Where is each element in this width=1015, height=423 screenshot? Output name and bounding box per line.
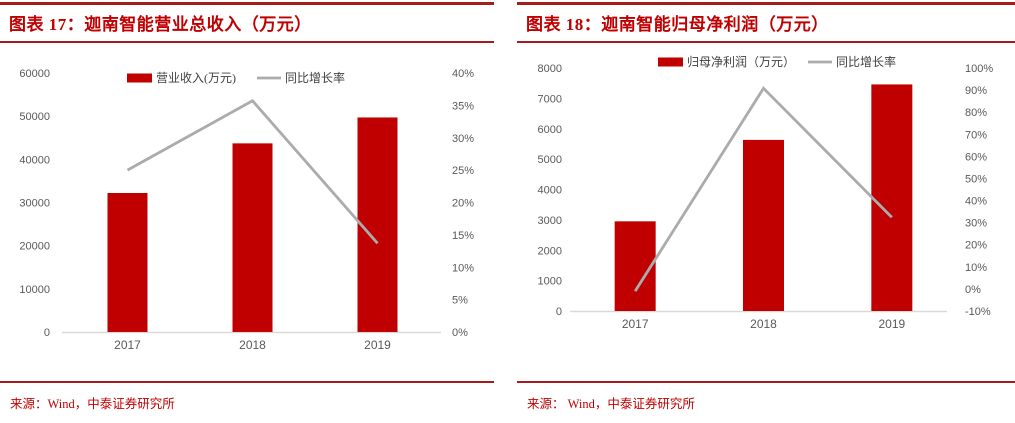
- net-profit-chart-svg: 0 1000 2000 3000 4000 5000 6000 7000 8000 -10% 0% 1…: [538, 54, 994, 331]
- figure-title-net-profit: 图表 18：迦南智能归母净利润（万元）: [517, 5, 1015, 43]
- category-label-2017: 2017: [114, 338, 141, 352]
- category-label-2019: 2019: [364, 338, 391, 352]
- y-axis-right-tick: 100%: [965, 63, 993, 75]
- y-axis-right-labels: -10% 0% 10% 20% 30% 40% 50% 60% 70% 80% 90% 100%: [965, 63, 993, 318]
- y-axis-left-tick: 50000: [19, 111, 50, 123]
- legend-bar-swatch: [658, 57, 683, 67]
- y-axis-left-tick: 40000: [19, 154, 50, 166]
- growth-line: [633, 86, 893, 292]
- y-axis-right-tick: 0%: [965, 284, 981, 296]
- legend-line-label: 同比增长率: [285, 70, 345, 85]
- y-axis-right-tick: 50%: [965, 173, 987, 185]
- y-axis-right-tick: 5%: [452, 295, 468, 307]
- y-axis-left-tick: 60000: [19, 68, 50, 80]
- legend-line-label: 同比增长率: [836, 54, 896, 69]
- y-axis-right-tick: 25%: [452, 165, 474, 177]
- y-axis-right-tick: -10%: [965, 306, 991, 318]
- bar-2018: [232, 143, 273, 332]
- net-profit-combo-chart: 0 1000 2000 3000 4000 5000 6000 7000 8000 -10% 0% 1…: [517, 43, 1015, 373]
- legend-bar-swatch: [127, 73, 152, 83]
- y-axis-right-tick: 30%: [965, 218, 987, 230]
- y-axis-right-tick: 10%: [452, 262, 474, 274]
- y-axis-right-labels: 0% 5% 10% 15% 20% 25% 30% 35% 40%: [452, 68, 474, 339]
- source-divider-rule: [0, 381, 494, 383]
- y-axis-right-tick: 35%: [452, 100, 474, 112]
- y-axis-left-tick: 8000: [538, 63, 562, 75]
- y-axis-left-labels: 0 1000 2000 3000 4000 5000 6000 7000 8000: [538, 63, 562, 318]
- y-axis-left-tick: 10000: [19, 284, 50, 296]
- figure-title-revenue: 图表 17：迦南智能营业总收入（万元）: [0, 5, 494, 43]
- y-axis-right-tick: 40%: [452, 68, 474, 80]
- y-axis-left-tick: 20000: [19, 241, 50, 253]
- y-axis-right-tick: 30%: [452, 133, 474, 145]
- panel-net-profit-figure: 图表 18：迦南智能归母净利润（万元） 0 1000 2000 3000 4000 500…: [517, 2, 1015, 412]
- y-axis-right-tick: 0%: [452, 327, 468, 339]
- y-axis-left-tick: 5000: [538, 154, 562, 166]
- bar-series: [614, 84, 913, 311]
- revenue-combo-chart: 0 10000 20000 30000 40000 50000 60000 0% 5% 10% 15…: [0, 43, 494, 373]
- y-axis-left-tick: 6000: [538, 124, 562, 136]
- bar-series: [107, 117, 398, 332]
- category-label-2018: 2018: [750, 317, 777, 331]
- source-note-revenue: 来源：Wind，中泰证券研究所: [10, 397, 175, 411]
- y-axis-left-tick: 1000: [538, 276, 562, 288]
- title-top-rule: [0, 2, 494, 5]
- chart-legend: 营业收入(万元) 同比增长率: [127, 70, 345, 85]
- bar-2019: [871, 84, 913, 311]
- y-axis-left-tick: 30000: [19, 198, 50, 210]
- y-axis-left-tick: 3000: [538, 215, 562, 227]
- bar-2017: [614, 221, 656, 311]
- report-figures-row: 图表 17：迦南智能营业总收入（万元） 0 10000 20000 30000 4000…: [0, 2, 1015, 412]
- y-axis-right-tick: 90%: [965, 85, 987, 97]
- bar-2019: [357, 117, 398, 332]
- legend-bar-label: 营业收入(万元): [156, 71, 236, 85]
- y-axis-left-tick: 4000: [538, 185, 562, 197]
- y-axis-right-tick: 20%: [965, 240, 987, 252]
- growth-line: [126, 99, 379, 245]
- x-axis-category-labels: 2017 2018 2019: [622, 317, 906, 331]
- category-label-2019: 2019: [878, 317, 905, 331]
- x-axis-category-labels: 2017 2018 2019: [114, 338, 391, 352]
- y-axis-right-tick: 15%: [452, 230, 474, 242]
- y-axis-left-tick: 2000: [538, 245, 562, 257]
- y-axis-left-labels: 0 10000 20000 30000 40000 50000 60000: [19, 68, 50, 339]
- source-divider-rule: [517, 381, 1015, 383]
- y-axis-left-tick: 0: [556, 306, 562, 318]
- bar-2017: [107, 193, 148, 332]
- revenue-chart-svg: 0 10000 20000 30000 40000 50000 60000 0% 5% 10% 15…: [19, 68, 474, 352]
- y-axis-right-tick: 60%: [965, 151, 987, 163]
- y-axis-right-tick: 20%: [452, 198, 474, 210]
- y-axis-right-tick: 40%: [965, 196, 987, 208]
- y-axis-right-tick: 70%: [965, 129, 987, 141]
- bar-2018: [743, 139, 784, 311]
- chart-legend: 归母净利润（万元） 同比增长率: [658, 54, 896, 69]
- y-axis-left-tick: 7000: [538, 93, 562, 105]
- panel-revenue-figure: 图表 17：迦南智能营业总收入（万元） 0 10000 20000 30000 4000…: [0, 2, 494, 412]
- category-label-2018: 2018: [239, 338, 266, 352]
- y-axis-left-tick: 0: [44, 327, 50, 339]
- y-axis-right-tick: 80%: [965, 107, 987, 119]
- title-top-rule: [517, 2, 1015, 5]
- y-axis-right-tick: 10%: [965, 262, 987, 274]
- category-label-2017: 2017: [622, 317, 649, 331]
- source-note-net-profit: 来源： Wind，中泰证券研究所: [527, 397, 695, 411]
- legend-bar-label: 归母净利润（万元）: [687, 55, 795, 69]
